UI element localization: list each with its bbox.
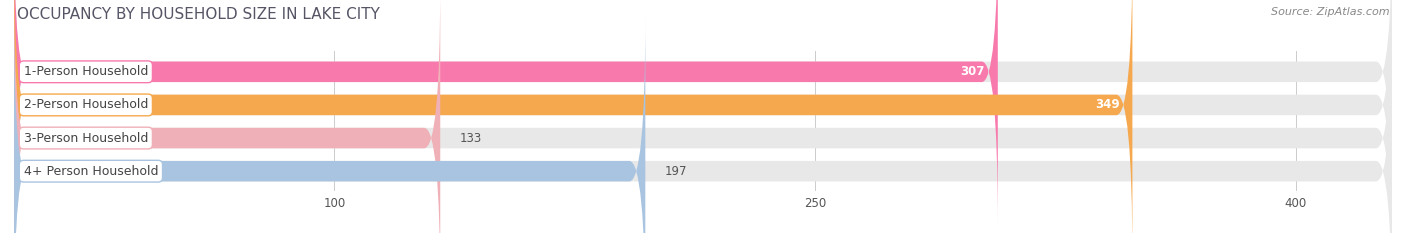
Text: 197: 197 [665, 165, 688, 178]
FancyBboxPatch shape [14, 0, 1392, 233]
FancyBboxPatch shape [14, 0, 440, 233]
Text: 133: 133 [460, 132, 482, 144]
Text: 349: 349 [1095, 98, 1119, 111]
Text: 3-Person Household: 3-Person Household [24, 132, 148, 144]
Text: 4+ Person Household: 4+ Person Household [24, 165, 157, 178]
FancyBboxPatch shape [14, 16, 1392, 233]
Text: 1-Person Household: 1-Person Household [24, 65, 148, 78]
FancyBboxPatch shape [14, 0, 1392, 233]
FancyBboxPatch shape [14, 0, 1132, 233]
FancyBboxPatch shape [14, 0, 1392, 227]
FancyBboxPatch shape [14, 16, 645, 233]
Text: 307: 307 [960, 65, 986, 78]
Text: OCCUPANCY BY HOUSEHOLD SIZE IN LAKE CITY: OCCUPANCY BY HOUSEHOLD SIZE IN LAKE CITY [17, 7, 380, 22]
Text: 2-Person Household: 2-Person Household [24, 98, 148, 111]
Text: Source: ZipAtlas.com: Source: ZipAtlas.com [1271, 7, 1389, 17]
FancyBboxPatch shape [14, 0, 998, 227]
